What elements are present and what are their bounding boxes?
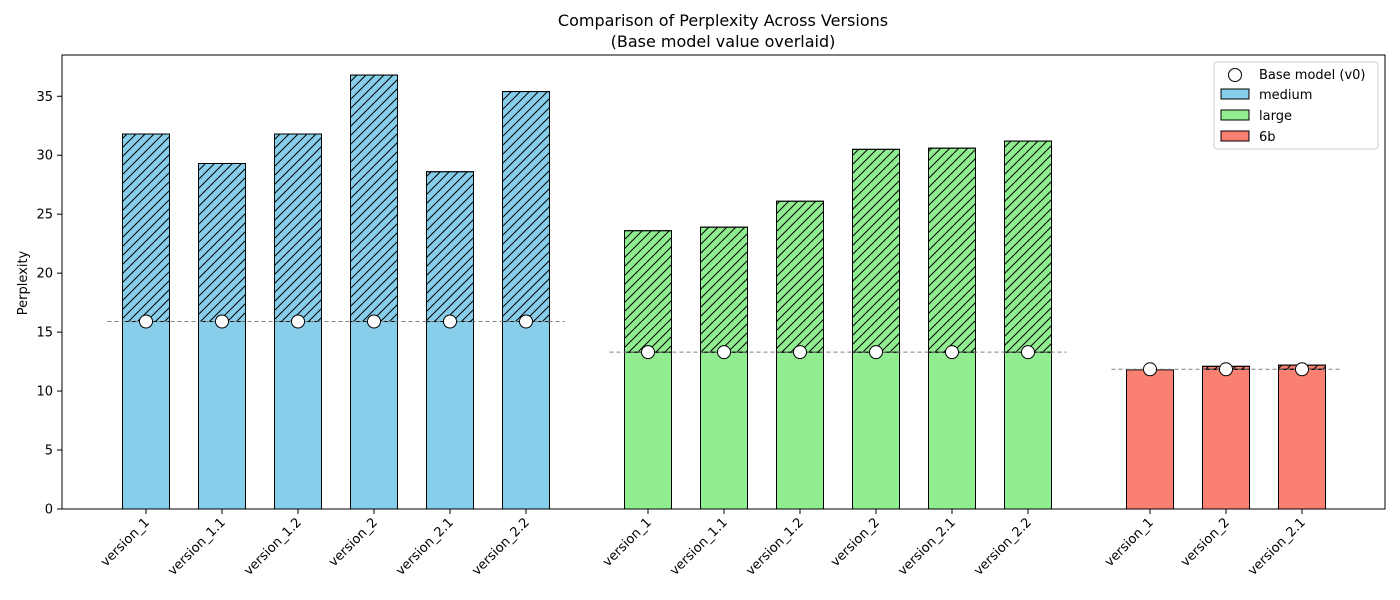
bar-base: [426, 321, 474, 510]
base-marker: [641, 345, 655, 360]
x-tick-label: version_2: [326, 515, 381, 570]
x-tick-label: version_2.1: [895, 515, 958, 578]
y-tick-label: 35: [36, 90, 53, 105]
bar-base: [700, 351, 748, 510]
bar-base: [502, 321, 550, 510]
legend-swatch-6b: [1220, 130, 1250, 142]
legend-label-medium: medium: [1259, 88, 1312, 103]
base-marker: [291, 314, 305, 329]
base-marker: [215, 314, 229, 329]
y-tick-label: 30: [36, 149, 53, 164]
x-tick-label: version_1: [98, 515, 153, 570]
base-marker: [443, 314, 457, 329]
x-tick-label: version_2.2: [469, 515, 532, 578]
legend-base-marker: [1228, 68, 1242, 82]
bar-delta-hatch: [502, 91, 550, 323]
base-marker: [519, 314, 533, 329]
legend-swatch-large: [1220, 109, 1250, 121]
base-marker: [139, 314, 153, 329]
bar-base: [852, 351, 900, 510]
legend-label-large: large: [1259, 109, 1292, 124]
x-tick-label: version_1.1: [667, 515, 730, 578]
bar-base: [1004, 351, 1052, 510]
chart-title: Comparison of Perplexity Across Versions: [558, 11, 888, 30]
bar-base: [928, 351, 976, 510]
x-tick-label: version_2: [1178, 515, 1233, 570]
y-tick-label: 25: [36, 208, 53, 223]
x-tick-label: version_2.2: [971, 515, 1034, 578]
bar-base: [350, 321, 398, 510]
x-tick-label: version_1: [1102, 515, 1157, 570]
chart-subtitle: (Base model value overlaid): [611, 32, 836, 51]
bar-group-medium: [122, 74, 550, 510]
x-tick-label: version_1: [600, 515, 655, 570]
bar-delta-hatch: [274, 133, 322, 323]
y-tick-label: 20: [36, 267, 53, 282]
x-tick-label: version_1.1: [165, 515, 228, 578]
bar-group-6b: [1126, 364, 1326, 510]
base-marker: [717, 345, 731, 360]
x-tick-label: version_2.1: [393, 515, 456, 578]
legend-label-6b: 6b: [1259, 130, 1276, 145]
bar-delta-hatch: [198, 162, 246, 323]
y-axis-label: Perplexity: [16, 250, 31, 315]
legend-swatch-medium: [1220, 88, 1250, 100]
bar-base: [274, 321, 322, 510]
x-tick-label: version_2: [828, 515, 883, 570]
y-tick-label: 5: [45, 444, 53, 459]
y-tick-label: 10: [36, 385, 53, 400]
bar-delta-hatch: [700, 226, 748, 353]
bar-delta-hatch: [776, 200, 824, 353]
bar-base: [776, 351, 824, 510]
bar-delta-hatch: [122, 133, 170, 323]
legend-frame: [1213, 61, 1379, 150]
x-tick-label: version_2.1: [1245, 515, 1308, 578]
bar-delta-hatch: [624, 230, 672, 353]
bar-delta-hatch: [928, 147, 976, 353]
plot-area: version_1 version_1.1 version_1.2 version_2…: [36, 54, 1386, 579]
base-marker: [1021, 345, 1035, 360]
base-marker: [869, 345, 883, 360]
bar-base: [122, 321, 170, 510]
bar-base: [1126, 369, 1174, 510]
legend-label-base: Base model (v0): [1259, 68, 1366, 83]
bar-base: [1202, 368, 1250, 510]
bar-base: [624, 351, 672, 510]
bar-base: [198, 321, 246, 510]
base-marker: [1219, 362, 1233, 377]
base-marker: [1143, 362, 1157, 377]
x-tick-label: version_1.2: [743, 515, 806, 578]
bar-delta-hatch: [426, 171, 474, 323]
x-tick-label: version_1.2: [241, 515, 304, 578]
base-marker: [1295, 362, 1309, 377]
axes-frame: [61, 54, 1386, 510]
bar-delta-hatch: [1004, 140, 1052, 353]
bar-delta-hatch: [350, 74, 398, 323]
y-tick-label: 0: [45, 503, 53, 518]
base-marker: [793, 345, 807, 360]
bar-delta-hatch: [852, 148, 900, 353]
base-marker: [945, 345, 959, 360]
base-marker: [367, 314, 381, 329]
bar-group-large: [624, 140, 1052, 510]
legend: Base model (v0) medium large 6b: [1213, 61, 1379, 150]
bar-base: [1278, 368, 1326, 510]
y-tick-label: 15: [36, 326, 53, 341]
